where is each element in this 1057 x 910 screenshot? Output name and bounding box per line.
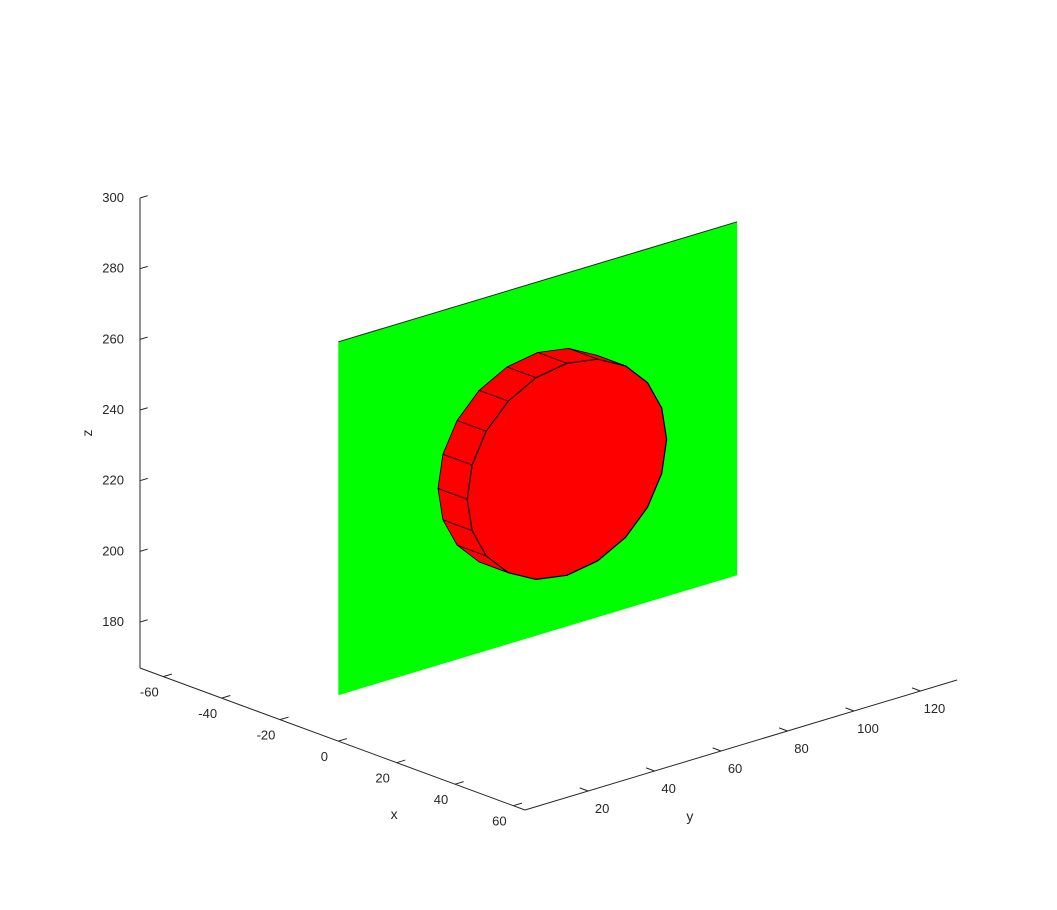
y-tick xyxy=(778,727,788,732)
y-tick xyxy=(845,707,855,712)
z-tick xyxy=(139,336,148,340)
y-tick-label: 60 xyxy=(728,761,742,776)
z-axis-label: z xyxy=(79,430,95,437)
y-tick-label: 120 xyxy=(924,701,946,716)
x-tick-label: -20 xyxy=(257,728,276,743)
y-tick xyxy=(579,787,589,792)
z-tick xyxy=(139,548,148,552)
tick-marks xyxy=(139,195,921,807)
x-tick-label: 40 xyxy=(434,792,448,807)
z-tick-label: 260 xyxy=(102,331,124,346)
y-tick-label: 80 xyxy=(794,741,808,756)
x-tick xyxy=(279,716,289,721)
y-tick-label: 100 xyxy=(857,721,879,736)
z-tick-label: 280 xyxy=(102,261,124,276)
tick-labels: 180 200 220 240 260 280 300 -60 -40 -20 0 20 40 60 20 4… xyxy=(102,190,945,829)
x-tick xyxy=(221,695,231,699)
x-tick-label: 60 xyxy=(492,814,506,829)
y-tick xyxy=(911,687,921,692)
x-tick xyxy=(396,759,406,764)
x-tick xyxy=(454,781,464,785)
x-tick-label: -40 xyxy=(198,706,217,721)
plane-edge xyxy=(338,221,738,343)
z-tick-label: 240 xyxy=(102,402,124,417)
z-tick-label: 220 xyxy=(102,473,124,488)
disc-front-cap xyxy=(466,358,668,581)
x-tick-label: -60 xyxy=(140,685,159,700)
z-tick xyxy=(139,195,148,199)
z-tick xyxy=(139,619,148,623)
y-tick-label: 20 xyxy=(595,801,609,816)
x-axis-label: x xyxy=(391,806,398,822)
y-tick-label: 40 xyxy=(661,781,675,796)
z-tick xyxy=(139,477,148,482)
z-tick xyxy=(139,407,148,411)
chart-surfaces xyxy=(338,221,738,696)
z-tick-label: 200 xyxy=(102,543,124,558)
x-tick xyxy=(338,738,348,742)
z-tick-label: 180 xyxy=(102,614,124,629)
x-tick-label: 20 xyxy=(375,771,389,786)
y-axis-line xyxy=(524,679,958,811)
y-axis-label: y xyxy=(686,808,693,824)
x-tick xyxy=(163,673,173,678)
y-tick xyxy=(712,747,722,752)
x-tick xyxy=(513,802,523,807)
z-tick xyxy=(139,265,148,270)
x-tick-label: 0 xyxy=(321,749,328,764)
x-axis-line xyxy=(139,667,526,811)
y-tick xyxy=(645,767,655,772)
z-tick-label: 300 xyxy=(102,190,124,205)
axes-lines xyxy=(139,198,958,811)
